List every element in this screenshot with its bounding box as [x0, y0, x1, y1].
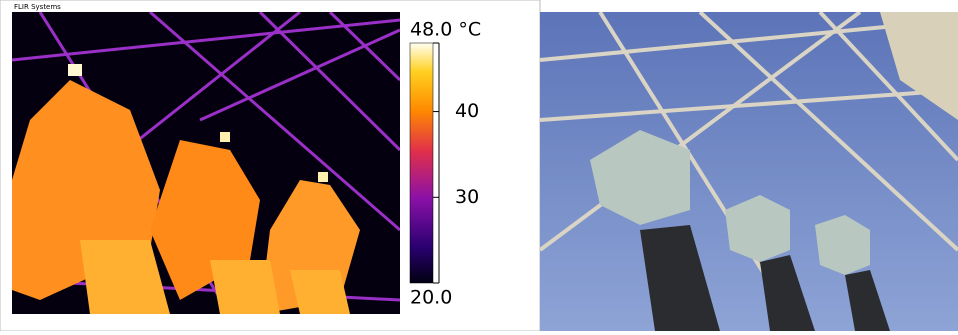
thermal-image — [12, 12, 400, 314]
scale-min-label: 20.0 — [410, 287, 452, 309]
tick-label: 30 — [455, 186, 479, 208]
screenshot: FLIR Systems 48.0 °C 20.0 40 30 — [0, 0, 958, 331]
color-scale — [410, 43, 433, 283]
brand: FLIR Systems — [14, 3, 61, 11]
tick-label: 40 — [455, 100, 479, 122]
scale-max-label: 48.0 °C — [410, 19, 481, 41]
visual-photo — [540, 12, 958, 331]
